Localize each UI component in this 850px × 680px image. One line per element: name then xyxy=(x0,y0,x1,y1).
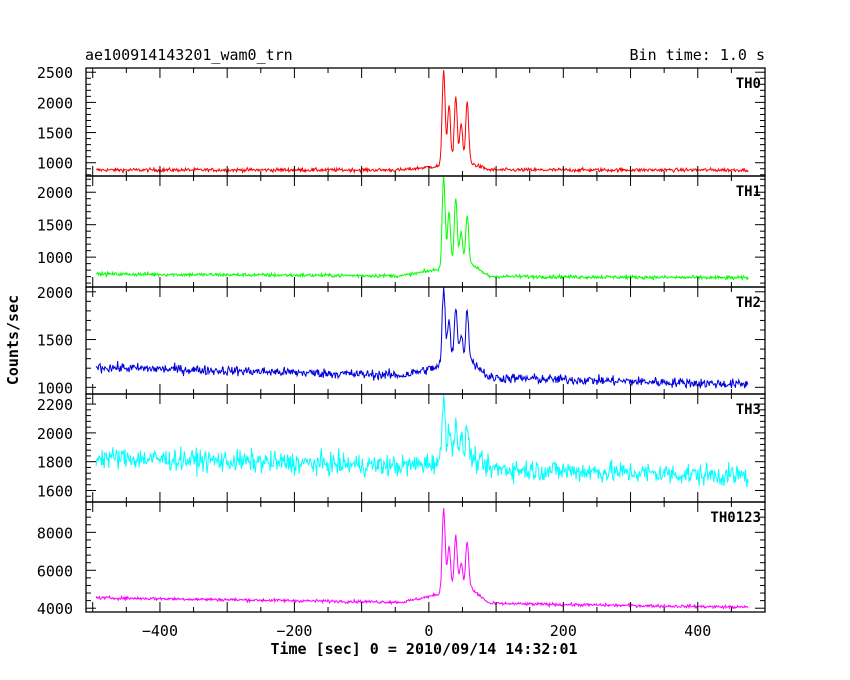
series-line-th1 xyxy=(95,176,749,281)
series-line-th3 xyxy=(95,394,749,488)
y-tick-label-th1: 2000 xyxy=(37,184,73,202)
x-tick-label: 400 xyxy=(684,622,711,640)
panel-label-th0123: TH0123 xyxy=(710,510,761,526)
series-line-th0123 xyxy=(95,508,749,610)
bin-time-label: Bin time: 1.0 s xyxy=(630,46,765,64)
y-tick-label-th0: 1500 xyxy=(37,125,73,143)
y-tick-label-th0123: 4000 xyxy=(37,600,73,618)
y-tick-label-th3: 1600 xyxy=(37,482,73,500)
panel-frame-th2 xyxy=(85,286,766,395)
y-tick-label-th0: 2000 xyxy=(37,94,73,112)
panel-label-th2: TH2 xyxy=(736,295,761,311)
y-tick-label-th3: 1800 xyxy=(37,454,73,472)
y-tick-label-th3: 2200 xyxy=(37,396,73,414)
panel-label-th3: TH3 xyxy=(736,402,761,418)
x-tick-label: 0 xyxy=(424,622,433,640)
panel-frame-th0123 xyxy=(85,501,766,613)
y-axis-title: Counts/sec xyxy=(4,295,22,385)
panel-label-th1: TH1 xyxy=(736,184,761,200)
panel-frame-th1 xyxy=(85,175,766,288)
series-line-th0 xyxy=(95,69,749,175)
y-tick-label-th3: 2000 xyxy=(37,425,73,443)
y-tick-label-th0123: 6000 xyxy=(37,562,73,580)
y-tick-label-th0: 1000 xyxy=(37,155,73,173)
panel-frame-th0 xyxy=(85,67,766,177)
panel-frame-th3 xyxy=(85,393,766,503)
panel-label-th0: TH0 xyxy=(736,76,761,92)
y-tick-label-th2: 1500 xyxy=(37,332,73,350)
y-tick-label-th1: 1000 xyxy=(37,249,73,267)
x-tick-label: 200 xyxy=(550,622,577,640)
y-tick-label-th0: 2500 xyxy=(37,64,73,82)
y-tick-label-th2: 1000 xyxy=(37,379,73,397)
x-axis-title: Time [sec] 0 = 2010/09/14 14:32:01 xyxy=(270,640,577,658)
chart-panels: TH01000150020002500TH1100015002000TH2100… xyxy=(37,64,766,640)
series-line-th2 xyxy=(95,286,749,390)
y-tick-label-th2: 2000 xyxy=(37,284,73,302)
y-tick-label-th1: 1500 xyxy=(37,217,73,235)
x-tick-label: −400 xyxy=(142,622,178,640)
chart-title: ae100914143201_wam0_trn xyxy=(85,46,293,64)
y-tick-label-th0123: 8000 xyxy=(37,524,73,542)
x-tick-label: −200 xyxy=(276,622,312,640)
